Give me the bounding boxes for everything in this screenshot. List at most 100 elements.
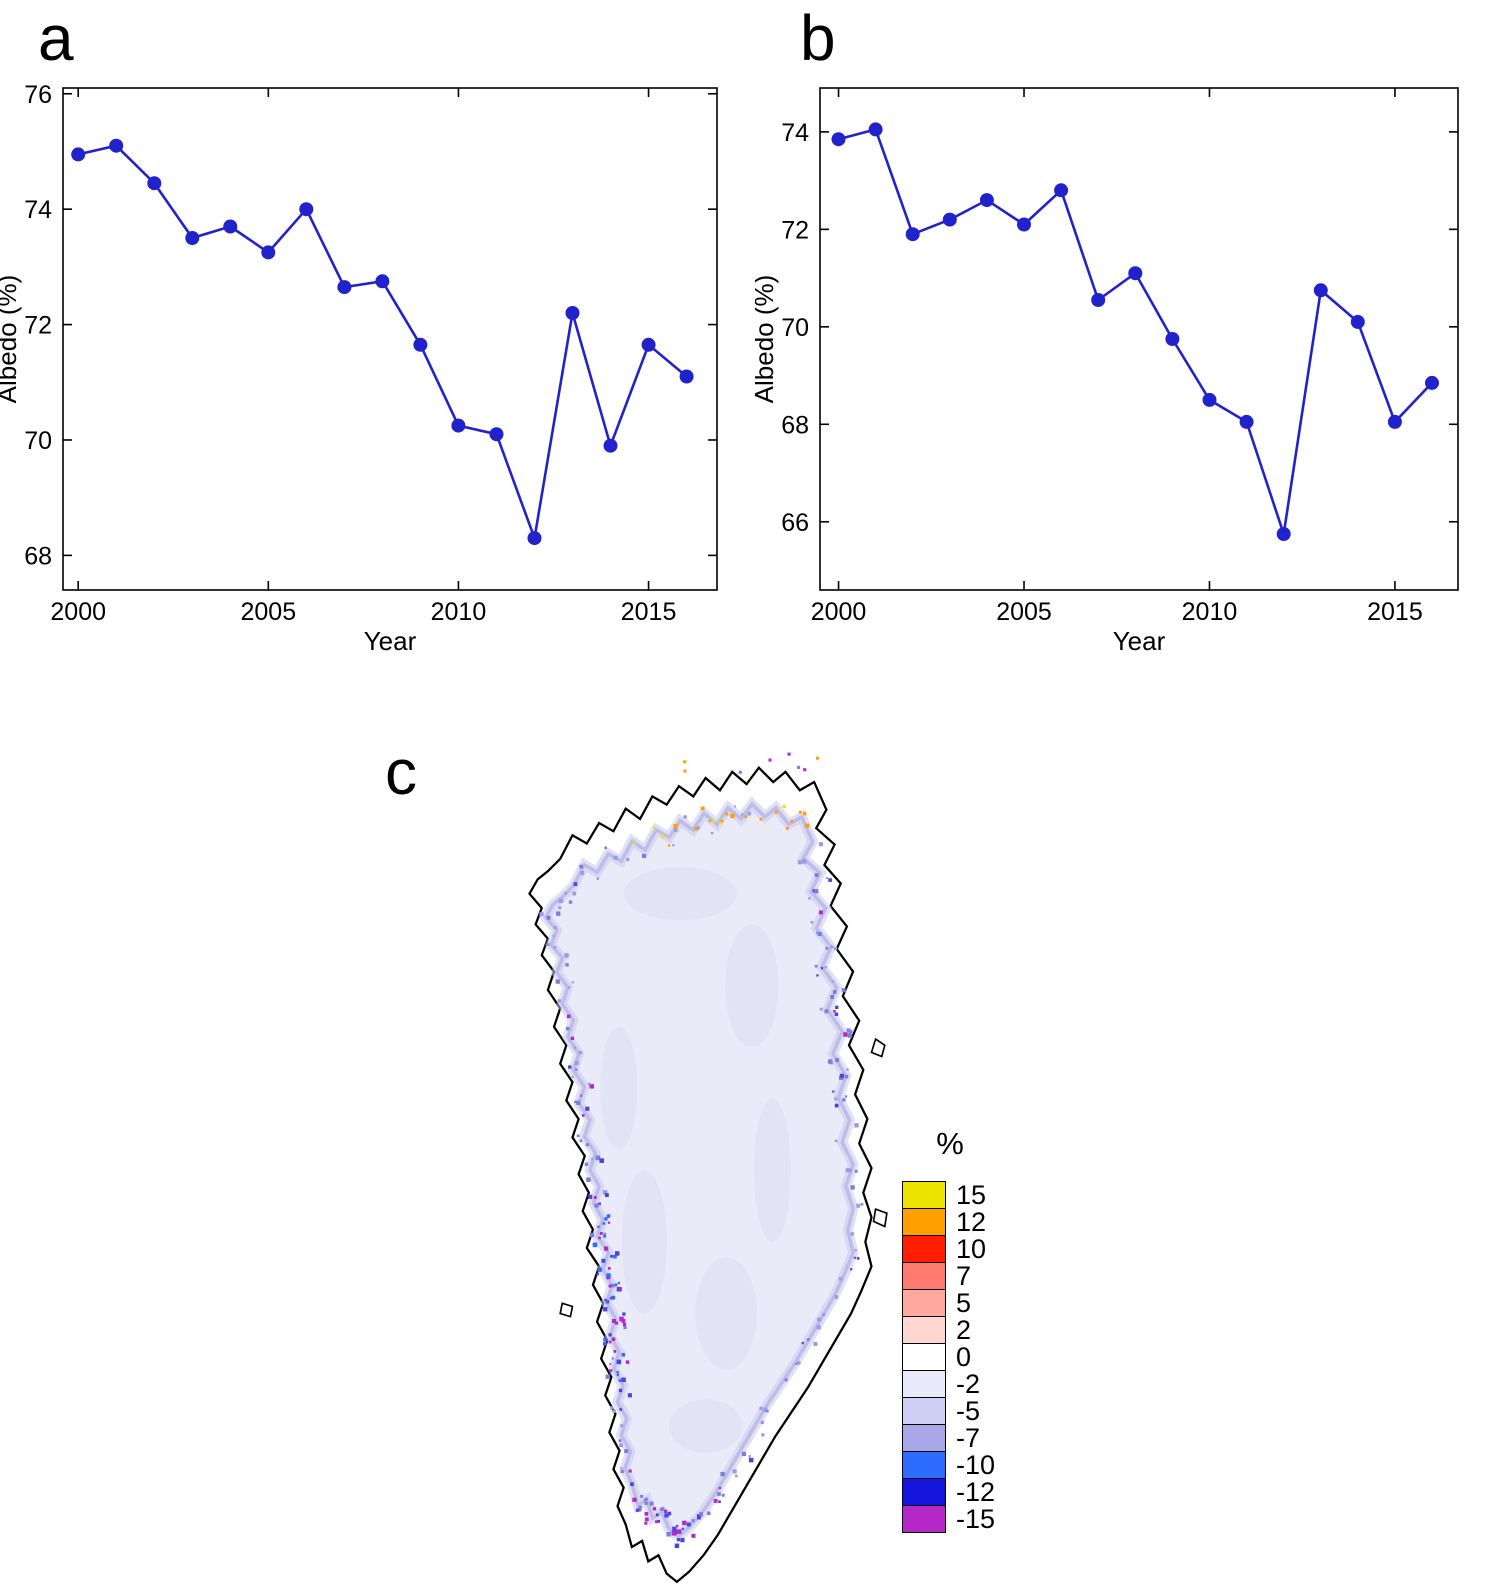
albedo-anomaly-pixel xyxy=(713,1499,718,1503)
legend-value: 2 xyxy=(956,1314,972,1345)
albedo-anomaly-pixel xyxy=(588,1194,593,1199)
ice-shade-patch xyxy=(600,1026,638,1150)
ice-shade-patch xyxy=(623,866,737,921)
albedo-anomaly-pixel xyxy=(819,1007,823,1011)
albedo-anomaly-pixel xyxy=(814,964,818,968)
albedo-anomaly-pixel xyxy=(616,1371,619,1374)
albedo-anomaly-pixel xyxy=(696,1514,700,1517)
albedo-anomaly-pixel xyxy=(655,1520,659,1524)
albedo-anomaly-pixel xyxy=(673,824,678,829)
albedo-anomaly-pixel xyxy=(578,1050,583,1055)
ice-shade-patch xyxy=(753,1098,791,1242)
albedo-anomaly-pixel xyxy=(849,1268,853,1271)
albedo-anomaly-pixel xyxy=(558,898,564,904)
data-point xyxy=(261,245,276,260)
data-point xyxy=(1239,414,1254,429)
albedo-anomaly-pixel xyxy=(591,1158,594,1161)
albedo-anomaly-pixel xyxy=(606,1273,611,1278)
albedo-anomaly-pixel xyxy=(860,1203,864,1206)
albedo-anomaly-pixel xyxy=(844,1095,848,1098)
albedo-anomaly-pixel xyxy=(720,1471,725,1477)
albedo-anomaly-pixel xyxy=(579,1139,583,1143)
albedo-anomaly-pixel xyxy=(710,831,714,835)
albedo-anomaly-pixel xyxy=(616,1359,622,1365)
legend-color-swatch xyxy=(902,1316,946,1344)
legend-value: -7 xyxy=(956,1422,981,1453)
legend-color-swatch xyxy=(902,1262,946,1290)
albedo-anomaly-pixel xyxy=(691,1519,695,1523)
ice-shade-patch xyxy=(621,1170,667,1314)
albedo-anomaly-pixel xyxy=(683,815,687,819)
albedo-anomaly-pixel xyxy=(624,1449,629,1454)
albedo-anomaly-pixel xyxy=(806,1338,810,1341)
albedo-anomaly-pixel xyxy=(741,1451,747,1457)
panel-c-label: c xyxy=(385,736,417,808)
data-point xyxy=(1350,314,1365,329)
albedo-anomaly-pixel xyxy=(644,1498,647,1502)
albedo-anomaly-pixel xyxy=(611,1337,616,1341)
albedo-anomaly-pixel xyxy=(732,1469,737,1474)
data-point xyxy=(451,418,466,433)
data-point xyxy=(1054,183,1069,198)
albedo-anomaly-pixel xyxy=(761,1433,765,1437)
legend-color-swatch xyxy=(902,1424,946,1452)
albedo-anomaly-pixel xyxy=(613,1350,617,1353)
albedo-anomaly-pixel xyxy=(803,768,807,772)
data-line xyxy=(77,144,688,540)
albedo-anomaly-pixel xyxy=(797,860,802,865)
albedo-anomaly-pixel xyxy=(798,810,802,814)
legend-value: -2 xyxy=(956,1368,981,1399)
albedo-anomaly-pixel xyxy=(842,1098,846,1102)
legend-entry: 0 xyxy=(902,1342,998,1372)
albedo-anomaly-pixel xyxy=(613,1254,617,1259)
albedo-anomaly-pixel xyxy=(638,1508,642,1512)
y-axis-tick-label: 68 xyxy=(781,411,809,439)
legend-color-swatch xyxy=(902,1397,946,1425)
albedo-anomaly-pixel xyxy=(579,864,584,869)
albedo-anomaly-pixel xyxy=(576,1134,580,1138)
albedo-anomaly-pixel xyxy=(596,877,599,880)
albedo-anomaly-pixel xyxy=(553,946,557,949)
data-point xyxy=(868,122,883,137)
albedo-anomaly-pixel xyxy=(733,805,737,808)
legend-value: 10 xyxy=(956,1233,987,1264)
albedo-anomaly-pixel xyxy=(604,1193,609,1198)
legend-entry: -5 xyxy=(902,1396,998,1426)
albedo-anomaly-pixel xyxy=(721,1493,725,1497)
albedo-anomaly-pixel xyxy=(718,1486,722,1490)
data-point xyxy=(831,132,846,147)
y-axis-tick-label: 68 xyxy=(24,542,52,570)
albedo-anomaly-pixel xyxy=(602,1222,606,1225)
albedo-anomaly-pixel xyxy=(744,815,748,819)
legend-entry: -10 xyxy=(902,1450,998,1480)
albedo-anomaly-pixel xyxy=(748,1455,751,1458)
albedo-anomaly-pixel xyxy=(625,1360,630,1364)
albedo-anomaly-pixel xyxy=(606,1214,611,1218)
albedo-anomaly-pixel xyxy=(605,1374,610,1379)
data-point xyxy=(337,280,352,295)
albedo-anomaly-pixel xyxy=(815,756,820,760)
albedo-anomaly-pixel xyxy=(700,806,705,811)
data-point xyxy=(1313,283,1328,298)
albedo-anomaly-pixel xyxy=(719,821,723,825)
albedo-anomaly-pixel xyxy=(573,882,578,886)
albedo-anomaly-pixel xyxy=(564,953,569,958)
albedo-anomaly-pixel xyxy=(834,1139,838,1143)
plot-frame xyxy=(62,87,718,591)
albedo-anomaly-pixel xyxy=(652,1507,657,1511)
albedo-anomaly-pixel xyxy=(825,877,828,880)
albedo-anomaly-pixel xyxy=(589,1084,594,1089)
albedo-anomaly-pixel xyxy=(546,942,550,947)
albedo-anomaly-pixel xyxy=(565,963,569,967)
albedo-anomaly-pixel xyxy=(835,1058,840,1062)
albedo-anomaly-pixel xyxy=(572,891,577,896)
x-axis-tick-label: 2015 xyxy=(621,598,677,626)
albedo-anomaly-pixel xyxy=(854,1169,858,1173)
albedo-anomaly-pixel xyxy=(635,1508,640,1512)
albedo-anomaly-pixel xyxy=(766,1409,769,1413)
data-point xyxy=(905,227,920,242)
albedo-anomaly-pixel xyxy=(785,826,789,830)
albedo-anomaly-pixel xyxy=(539,912,544,917)
albedo-anomaly-pixel xyxy=(774,810,778,814)
albedo-anomaly-pixel xyxy=(614,1283,618,1287)
